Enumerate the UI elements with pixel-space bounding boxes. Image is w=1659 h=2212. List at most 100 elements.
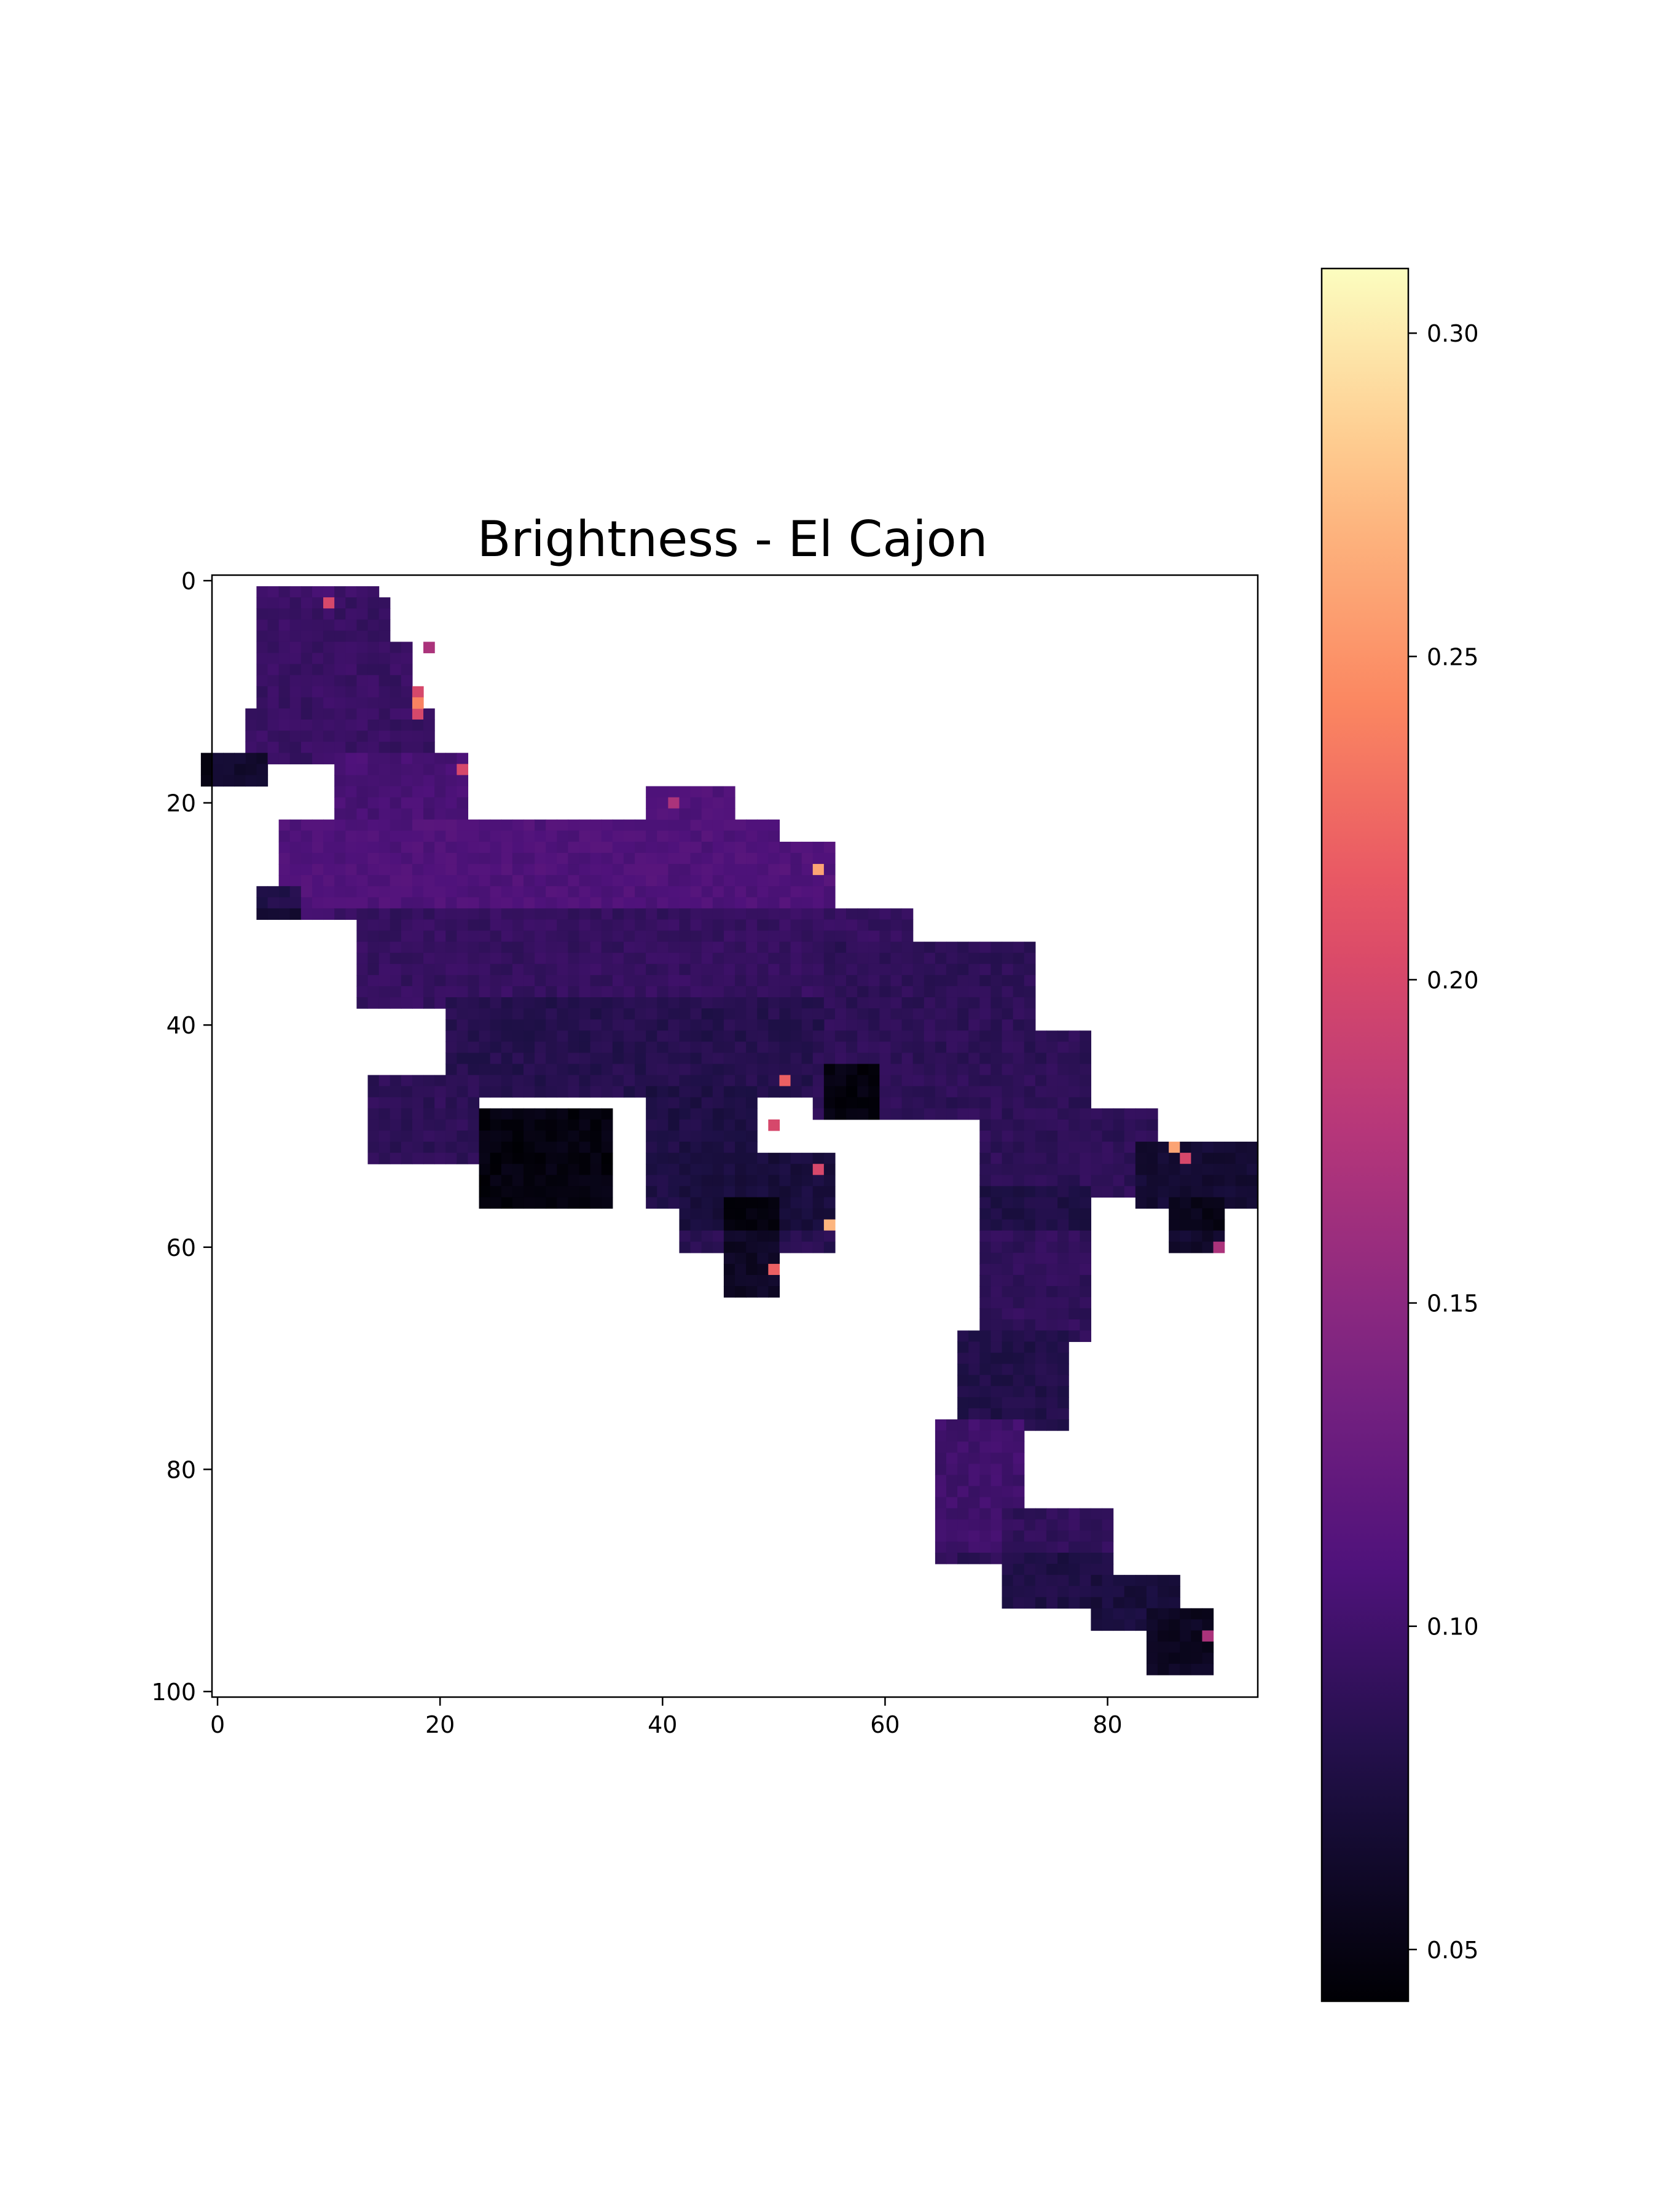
heatmap-cell: [1002, 941, 1014, 954]
heatmap-cell: [768, 1241, 780, 1253]
heatmap-cell: [690, 997, 702, 1009]
heatmap-cell: [434, 886, 446, 898]
heatmap-cell: [1202, 1142, 1214, 1153]
heatmap-cell: [768, 841, 780, 853]
heatmap-cell: [657, 1119, 669, 1131]
heatmap-cell: [1024, 1064, 1036, 1076]
heatmap-cell: [1080, 1041, 1092, 1054]
heatmap-cell: [535, 1164, 546, 1175]
heatmap-cell: [712, 841, 724, 853]
heatmap-cell: [834, 963, 847, 976]
heatmap-cell: [412, 897, 424, 909]
heatmap-cell: [1002, 1064, 1014, 1076]
heatmap-cell: [946, 963, 958, 976]
heatmap-cell: [590, 1030, 602, 1042]
heatmap-cell: [557, 875, 569, 887]
heatmap-cell: [1035, 1186, 1047, 1198]
heatmap-cell: [690, 808, 702, 820]
heatmap-cell: [1002, 1341, 1014, 1354]
heatmap-cell: [300, 753, 313, 764]
heatmap-cell: [1046, 1053, 1058, 1065]
heatmap-cell: [579, 1197, 591, 1209]
heatmap-cell: [979, 1019, 992, 1031]
heatmap-cell: [968, 1041, 980, 1054]
heatmap-cell: [557, 930, 569, 943]
heatmap-cell: [490, 852, 502, 865]
heatmap-cell: [1057, 1219, 1069, 1231]
heatmap-cell: [523, 1030, 535, 1042]
heatmap-cell: [868, 952, 880, 965]
heatmap-cell: [735, 830, 747, 842]
heatmap-cell: [367, 841, 380, 853]
heatmap-cell: [457, 986, 469, 998]
heatmap-cell: [1091, 1575, 1103, 1586]
heatmap-cell: [412, 742, 424, 753]
heatmap-cell: [912, 1030, 925, 1042]
heatmap-cell: [990, 952, 1003, 965]
heatmap-cell: [924, 1030, 936, 1042]
heatmap-cell: [768, 1175, 780, 1186]
heatmap-cell: [623, 875, 635, 887]
heatmap-cell: [801, 852, 814, 865]
heatmap-cell: [957, 1363, 969, 1376]
heatmap-cell: [701, 886, 713, 898]
heatmap-cell: [968, 1108, 980, 1120]
heatmap-cell: [367, 630, 380, 643]
heatmap-cell: [979, 1375, 992, 1387]
heatmap-cell: [779, 908, 791, 920]
heatmap-cell: [1013, 1008, 1025, 1020]
heatmap-cell: [457, 930, 469, 943]
heatmap-cell: [401, 641, 413, 654]
heatmap-cell: [912, 963, 925, 976]
heatmap-cell: [479, 1075, 491, 1087]
heatmap-cell: [300, 852, 313, 865]
heatmap-cell: [590, 1008, 602, 1020]
heatmap-cell: [846, 919, 858, 931]
heatmap-cell: [1091, 1108, 1103, 1120]
heatmap-cell: [557, 1041, 569, 1054]
heatmap-cell: [557, 1186, 569, 1198]
heatmap-cell: [668, 975, 680, 987]
heatmap-cell: [1213, 1208, 1225, 1220]
heatmap-cell: [1013, 1564, 1025, 1575]
heatmap-cell: [746, 1252, 758, 1265]
heatmap-cell: [390, 1153, 402, 1164]
heatmap-cell: [1002, 1241, 1014, 1253]
heatmap-cell: [701, 997, 713, 1009]
heatmap-cell: [935, 1041, 947, 1054]
heatmap-cell: [356, 786, 369, 798]
heatmap-cell: [479, 919, 491, 931]
heatmap-cell: [278, 742, 291, 753]
heatmap-cell: [635, 930, 646, 943]
heatmap-cell: [623, 1075, 635, 1087]
heatmap-cell: [323, 708, 335, 720]
heatmap-cell: [890, 952, 903, 965]
heatmap-cell: [1035, 1130, 1047, 1142]
heatmap-cell: [823, 864, 836, 876]
heatmap-cell: [679, 1075, 691, 1087]
heatmap-cell: [679, 808, 691, 820]
heatmap-cell: [300, 830, 313, 842]
heatmap-cell: [390, 875, 402, 887]
heatmap-cell: [367, 963, 380, 976]
heatmap-cell: [1024, 1175, 1036, 1186]
colorbar-tick-label: 0.10: [1427, 1614, 1479, 1641]
heatmap-cell: [401, 731, 413, 742]
heatmap-cell: [712, 852, 724, 865]
heatmap-cell: [935, 1530, 947, 1542]
heatmap-cell: [312, 830, 324, 842]
heatmap-cell: [546, 830, 557, 842]
heatmap-cell: [523, 986, 535, 998]
heatmap-cell: [668, 786, 680, 798]
heatmap-cell: [523, 963, 535, 976]
heatmap-cell: [323, 731, 335, 742]
heatmap-cell: [468, 930, 480, 943]
heatmap-cell: [946, 1430, 958, 1442]
heatmap-cell: [1035, 1108, 1047, 1120]
heatmap-cell: [979, 1408, 992, 1420]
heatmap-cell: [735, 963, 747, 976]
heatmap-cell: [924, 952, 936, 965]
heatmap-cell: [790, 997, 802, 1009]
heatmap-cell: [635, 852, 646, 865]
heatmap-cell: [668, 1097, 680, 1109]
